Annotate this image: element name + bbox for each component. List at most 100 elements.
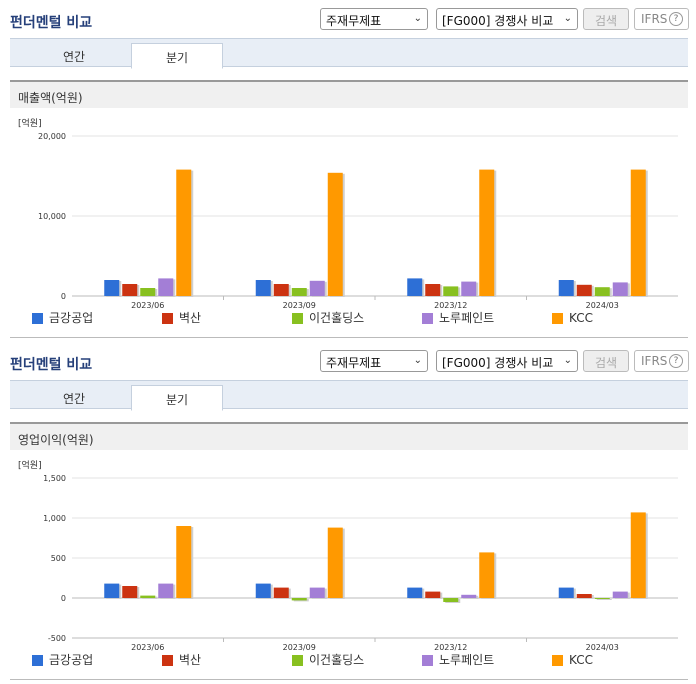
legend-swatch xyxy=(162,313,173,324)
bar xyxy=(158,278,174,296)
search-button[interactable]: 검색 xyxy=(583,350,629,372)
x-tick-label: 2023/12 xyxy=(434,301,467,310)
operating-profit-chart-svg: [억원] -500 0 500 1,000 1,500 2023/06 2023/09 2023… xyxy=(18,459,678,667)
bar xyxy=(291,288,307,296)
bar xyxy=(407,278,423,296)
y-tick-label: -500 xyxy=(48,634,66,643)
statement-select[interactable]: 주재무제표 ⌄ xyxy=(320,8,428,30)
legend-label: KCC xyxy=(569,653,593,667)
y-tick-label: 10,000 xyxy=(38,212,66,221)
legend-label: KCC xyxy=(569,311,593,325)
bar xyxy=(158,583,174,598)
chevron-down-icon: ⌄ xyxy=(413,355,422,366)
bar xyxy=(309,280,325,296)
bar xyxy=(291,598,307,601)
bar xyxy=(327,527,343,598)
revenue-chart: [억원] 0 10,000 20,000 2023/06 2023/09 2023/12 20… xyxy=(10,108,688,338)
revenue-chart-svg: [억원] 0 10,000 20,000 2023/06 2023/09 2023/12 20… xyxy=(18,117,678,325)
bar xyxy=(122,284,138,296)
legend-swatch xyxy=(552,655,563,666)
competitor-select-value: [FG000] 경쟁사 비교 xyxy=(442,14,554,28)
legend-label: 금강공업 xyxy=(49,311,93,325)
tab-annual[interactable]: 연간 xyxy=(62,50,86,64)
statement-select-value: 주재무제표 xyxy=(326,356,382,370)
bar xyxy=(443,598,459,602)
legend-swatch xyxy=(32,655,43,666)
legend-label: 이건홀딩스 xyxy=(309,311,364,325)
bar xyxy=(612,282,628,296)
x-tick-label: 2023/09 xyxy=(283,301,316,310)
operating-profit-chart: [억원] -500 0 500 1,000 1,500 2023/06 2023/09 2023… xyxy=(10,450,688,680)
bar xyxy=(576,594,592,598)
y-tick-label: 1,000 xyxy=(43,514,66,523)
legend-label: 노루페인트 xyxy=(439,311,494,325)
bar xyxy=(140,595,156,598)
panel-header: 펀더멘털 비교 주재무제표 ⌄ [FG000] 경쟁사 비교 ⌄ 검색 IFRS? xyxy=(0,0,696,36)
legend-swatch xyxy=(422,655,433,666)
bar xyxy=(407,587,423,598)
legend-label: 벽산 xyxy=(179,311,201,325)
bar xyxy=(576,284,592,296)
legend-swatch xyxy=(292,313,303,324)
unit-label: [억원] xyxy=(18,117,42,129)
bar xyxy=(630,169,646,296)
bar-shadow xyxy=(596,599,612,600)
y-tick-label: 20,000 xyxy=(38,132,66,141)
section-title: 영업이익(억원) xyxy=(10,422,688,450)
ifrs-label: IFRS xyxy=(641,354,668,368)
bar xyxy=(558,280,574,296)
x-tick-label: 2023/06 xyxy=(131,301,164,310)
competitor-select[interactable]: [FG000] 경쟁사 비교 ⌄ xyxy=(436,8,578,30)
y-tick-label: 500 xyxy=(51,554,66,563)
bar xyxy=(594,287,610,296)
bar xyxy=(273,284,289,296)
bar xyxy=(104,280,120,296)
bar xyxy=(309,587,325,598)
statement-select[interactable]: 주재무제표 ⌄ xyxy=(320,350,428,372)
bar xyxy=(479,169,495,296)
legend-label: 이건홀딩스 xyxy=(309,653,364,667)
y-tick-label: 1,500 xyxy=(43,474,66,483)
bar xyxy=(327,172,343,296)
bar xyxy=(425,591,441,598)
tab-quarterly[interactable]: 분기 xyxy=(131,385,223,411)
search-button[interactable]: 검색 xyxy=(583,8,629,30)
competitor-select[interactable]: [FG000] 경쟁사 비교 ⌄ xyxy=(436,350,578,372)
legend-swatch xyxy=(32,313,43,324)
bar xyxy=(255,280,271,296)
bar xyxy=(630,512,646,598)
y-tick-label: 0 xyxy=(61,292,66,301)
help-icon[interactable]: ? xyxy=(669,12,683,26)
y-tick-label: 0 xyxy=(61,594,66,603)
help-icon[interactable]: ? xyxy=(669,354,683,368)
statement-select-value: 주재무제표 xyxy=(326,14,382,28)
bar xyxy=(558,587,574,598)
tab-annual[interactable]: 연간 xyxy=(62,392,86,406)
competitor-select-value: [FG000] 경쟁사 비교 xyxy=(442,356,554,370)
bar xyxy=(612,591,628,598)
ifrs-button[interactable]: IFRS? xyxy=(634,8,689,30)
bar xyxy=(122,586,138,598)
chevron-down-icon: ⌄ xyxy=(563,355,572,366)
unit-label: [억원] xyxy=(18,459,42,471)
ifrs-button[interactable]: IFRS? xyxy=(634,350,689,372)
period-tabs: 연간 분기 xyxy=(10,380,688,411)
tab-quarterly[interactable]: 분기 xyxy=(131,43,223,69)
bar xyxy=(443,286,459,296)
bar xyxy=(273,587,289,598)
chevron-down-icon: ⌄ xyxy=(563,13,572,24)
period-tabs: 연간 분기 xyxy=(10,38,688,69)
legend-swatch xyxy=(162,655,173,666)
bar xyxy=(104,583,120,598)
bar xyxy=(140,288,156,296)
chevron-down-icon: ⌄ xyxy=(413,13,422,24)
legend-label: 벽산 xyxy=(179,653,201,667)
panel-title: 펀더멘털 비교 xyxy=(10,15,93,31)
bar xyxy=(176,169,192,296)
bar xyxy=(425,284,441,296)
legend-swatch xyxy=(552,313,563,324)
bar xyxy=(461,281,477,296)
x-tick-label: 2024/03 xyxy=(586,643,619,652)
x-tick-label: 2023/06 xyxy=(131,643,164,652)
x-tick-label: 2024/03 xyxy=(586,301,619,310)
